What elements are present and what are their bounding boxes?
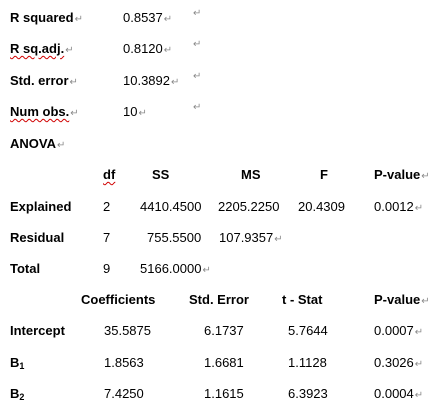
anova-explained-f: 20.4309 — [298, 199, 345, 214]
anova-explained-p: 0.0012↵ — [374, 199, 424, 214]
coef-b2-p: 0.0004↵ — [374, 386, 424, 401]
cell-mark: ↵ — [65, 45, 74, 56]
coef-b2-se: 1.1615 — [204, 386, 244, 401]
std-error-label: Std. error↵ — [10, 73, 78, 88]
num-obs-label: Num obs.↵ — [10, 104, 79, 119]
anova-total-df: 9 — [103, 261, 111, 276]
coef-b2-t: 6.3923 — [288, 386, 328, 401]
coef-b1-se: 1.6681 — [204, 355, 244, 370]
coef-b1-label: B1 — [10, 355, 25, 371]
cell-mark: ↵ — [69, 77, 78, 88]
cell-mark: ↵ — [274, 234, 283, 245]
anova-header-ms: MS — [241, 167, 261, 182]
anova-header-df: df — [103, 167, 116, 182]
coef-intercept-label: Intercept — [10, 323, 65, 338]
row-end-mark: ↵ — [193, 8, 202, 19]
anova-header-p: P-value↵ — [374, 167, 430, 182]
anova-total-label: Total — [10, 261, 41, 276]
num-obs-value: 10↵ — [123, 104, 147, 119]
coef-b1-t: 1.1128 — [288, 355, 327, 370]
r-squared-value: 0.8537↵ — [123, 10, 173, 25]
coef-header-coefficients: Coefficients — [81, 292, 156, 307]
cell-mark: ↵ — [70, 108, 79, 119]
paragraph-mark: ↵ — [56, 140, 66, 151]
coef-header-t-stat: t - Stat — [282, 292, 323, 307]
cell-mark: ↵ — [414, 359, 424, 370]
anova-explained-ms: 2205.2250 — [218, 199, 280, 214]
anova-explained-df: 2 — [103, 199, 111, 214]
coef-b2-coef: 7.4250 — [104, 386, 144, 401]
cell-mark: ↵ — [421, 171, 430, 182]
anova-title: ANOVA↵ — [10, 136, 66, 151]
cell-mark: ↵ — [421, 296, 430, 307]
cell-mark: ↵ — [202, 265, 211, 276]
coef-intercept-coef: 35.5875 — [104, 323, 151, 338]
cell-mark: ↵ — [138, 108, 147, 119]
anova-residual-ss: 755.5500 — [147, 230, 202, 245]
cell-mark: ↵ — [74, 14, 83, 25]
anova-residual-df: 7 — [103, 230, 111, 245]
anova-residual-label: Residual — [10, 230, 65, 245]
coef-header-std-error: Std. Error — [189, 292, 249, 307]
cell-mark: ↵ — [163, 14, 173, 25]
coef-b1-p: 0.3026↵ — [374, 355, 424, 370]
coef-header-p-value: P-value↵ — [374, 292, 430, 307]
r-sq-adj-label: R sq.adj.↵ — [10, 41, 74, 56]
anova-header-ss: SS — [152, 167, 170, 182]
std-error-value: 10.3892↵ — [123, 73, 180, 88]
cell-mark: ↵ — [171, 77, 180, 88]
cell-mark: ↵ — [414, 390, 424, 401]
r-squared-label: R squared↵ — [10, 10, 83, 25]
anova-explained-ss: 4410.4500 — [140, 199, 202, 214]
anova-total-ss: 5166.0000↵ — [140, 261, 211, 276]
coef-intercept-se: 6.1737 — [204, 323, 244, 338]
coef-b2-label: B2 — [10, 386, 25, 402]
coef-intercept-p: 0.0007↵ — [374, 323, 424, 338]
cell-mark: ↵ — [414, 203, 424, 214]
r-sq-adj-value: 0.8120↵ — [123, 41, 173, 56]
row-end-mark: ↵ — [193, 102, 202, 113]
row-end-mark: ↵ — [193, 39, 202, 50]
anova-header-f: F — [320, 167, 328, 182]
coef-b1-coef: 1.8563 — [104, 355, 144, 370]
cell-mark: ↵ — [414, 327, 424, 338]
anova-residual-ms: 107.9357↵ — [219, 230, 283, 245]
cell-mark: ↵ — [163, 45, 173, 56]
coef-intercept-t: 5.7644 — [288, 323, 328, 338]
row-end-mark: ↵ — [193, 71, 202, 82]
anova-explained-label: Explained — [10, 199, 72, 214]
